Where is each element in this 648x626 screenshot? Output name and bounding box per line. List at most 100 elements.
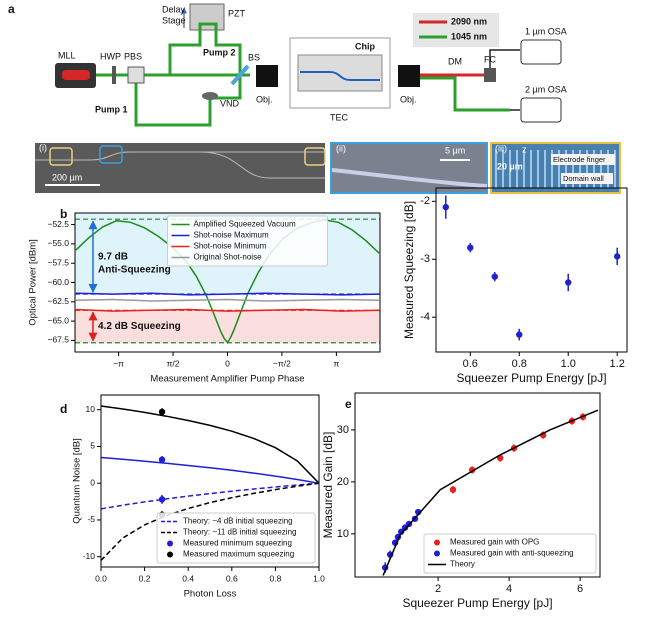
label: TEC: [330, 112, 349, 122]
y-tick-label: 20: [337, 476, 349, 488]
x-axis-label: Squeezer Pump Energy [pJ]: [456, 371, 606, 385]
legend-label: Theory: [450, 560, 475, 569]
legend-box: [413, 13, 499, 47]
x-tick-label: π/2: [167, 358, 180, 368]
image-tag: (i): [39, 142, 47, 152]
x-tick-label: 0.8: [269, 573, 281, 583]
highlight: [49, 147, 73, 166]
axis-label: z: [522, 144, 527, 154]
electrodes: [495, 150, 616, 188]
x-tick-label: 0.6: [226, 573, 238, 583]
label: Stage: [162, 15, 186, 25]
waveguide: [300, 71, 380, 81]
annotation: 4.2 dB Squeezing: [98, 321, 181, 332]
label: HWP: [100, 51, 121, 61]
legend-label: Shot-noise Maximum: [194, 231, 269, 240]
y-tick-label: −67.5: [47, 335, 69, 345]
scale-label: 20 µm: [497, 161, 523, 171]
shade: [75, 310, 380, 343]
x-axis-label: Photon Loss: [184, 589, 237, 600]
legend-marker: [167, 551, 173, 558]
objective: [398, 65, 420, 87]
legend-label: Measured minimum squeezing: [183, 539, 292, 548]
line: [100, 482, 320, 561]
label: DM: [448, 56, 462, 66]
point: [442, 203, 449, 211]
x-tick-label: 0: [225, 358, 230, 368]
label: MLL: [58, 50, 76, 60]
legend-label: Shot-noise Minimum: [194, 242, 267, 251]
y-tick-label: −55.0: [47, 238, 69, 248]
panel-label: a: [8, 2, 15, 16]
line: [100, 405, 320, 484]
legend-label: 2090 nm: [451, 16, 487, 26]
point: [516, 331, 523, 338]
label: Pump 2: [203, 47, 236, 57]
legend-marker: [434, 539, 440, 546]
micrograph: [490, 142, 621, 194]
y-tick-label: −60.0: [47, 277, 69, 287]
x-tick-label: 2: [435, 583, 441, 595]
y-axis-label: Quantum Noise [dB]: [72, 438, 83, 524]
delay-stage: [189, 3, 225, 31]
line: [75, 298, 380, 302]
highlight: [304, 147, 326, 166]
x-axis-label: Measurement Amplifier Pump Phase: [150, 374, 304, 385]
note: Domain wall: [563, 174, 604, 183]
osa: [520, 97, 562, 123]
y-axis-label: Measured Gain [dB]: [321, 432, 335, 539]
objective: [256, 65, 278, 87]
point: [467, 244, 474, 251]
point: [491, 273, 498, 280]
x-tick-label: 1.2: [610, 358, 625, 370]
panel-label: d: [60, 402, 67, 416]
x-tick-label: 0.8: [512, 358, 527, 370]
label: Obj.: [256, 94, 273, 104]
label: BS: [248, 52, 260, 62]
red-green-beam: [420, 49, 520, 112]
panel-label: e: [345, 397, 352, 411]
line: [100, 482, 320, 510]
note: Electrode finger: [553, 155, 606, 164]
plot-frame: [354, 392, 601, 578]
point: [158, 456, 166, 463]
y-axis-label: Measured Squeezing [dB]: [402, 201, 416, 339]
waveguide-image: [35, 151, 325, 161]
x-tick-label: π: [333, 358, 339, 368]
note-bg: [561, 173, 613, 184]
y-tick-label: 0: [90, 477, 95, 487]
legend-box: [423, 533, 597, 574]
label: VND: [220, 98, 240, 108]
x-tick-label: 0.2: [139, 573, 151, 583]
x-tick-label: 1.0: [561, 358, 576, 370]
schematic: 2090 nm 1045 nm Delay Stage PZT Pump 2 M…: [35, 3, 621, 194]
x-tick-label: 4: [506, 583, 512, 595]
point: [565, 279, 572, 286]
label: Pump 1: [95, 104, 128, 114]
legend-label: Amplified Squeezed Vacuum: [194, 220, 296, 229]
image-tag: (ii): [336, 143, 346, 153]
y-tick-label: −52.5: [47, 219, 69, 229]
x-tick-label: −π: [113, 358, 124, 368]
plot-frame: [100, 394, 320, 568]
plot-frame: [435, 187, 628, 353]
vnd: [202, 92, 218, 100]
y-tick-label: 5: [90, 441, 95, 451]
green-beam: [96, 22, 250, 127]
panel-label: b: [60, 207, 67, 221]
legend-marker: [167, 540, 173, 547]
x-tick-label: 0.0: [95, 573, 107, 583]
scale-label: 5 µm: [445, 145, 465, 155]
legend-label: Original Shot-noise: [194, 253, 263, 262]
label: Chip: [355, 41, 375, 51]
x-tick-label: 0.4: [182, 573, 194, 583]
y-tick-label: -2: [420, 195, 430, 207]
label: PZT: [228, 8, 246, 18]
waveguide-image: [199, 151, 325, 179]
line: [382, 409, 599, 576]
annotation: Anti-Squeezing: [98, 264, 171, 275]
label: FC: [484, 54, 496, 64]
y-axis-label: Optical Power [dBm]: [28, 239, 39, 326]
legend-label: Theory: ~4 dB initial squeezing: [183, 517, 293, 526]
